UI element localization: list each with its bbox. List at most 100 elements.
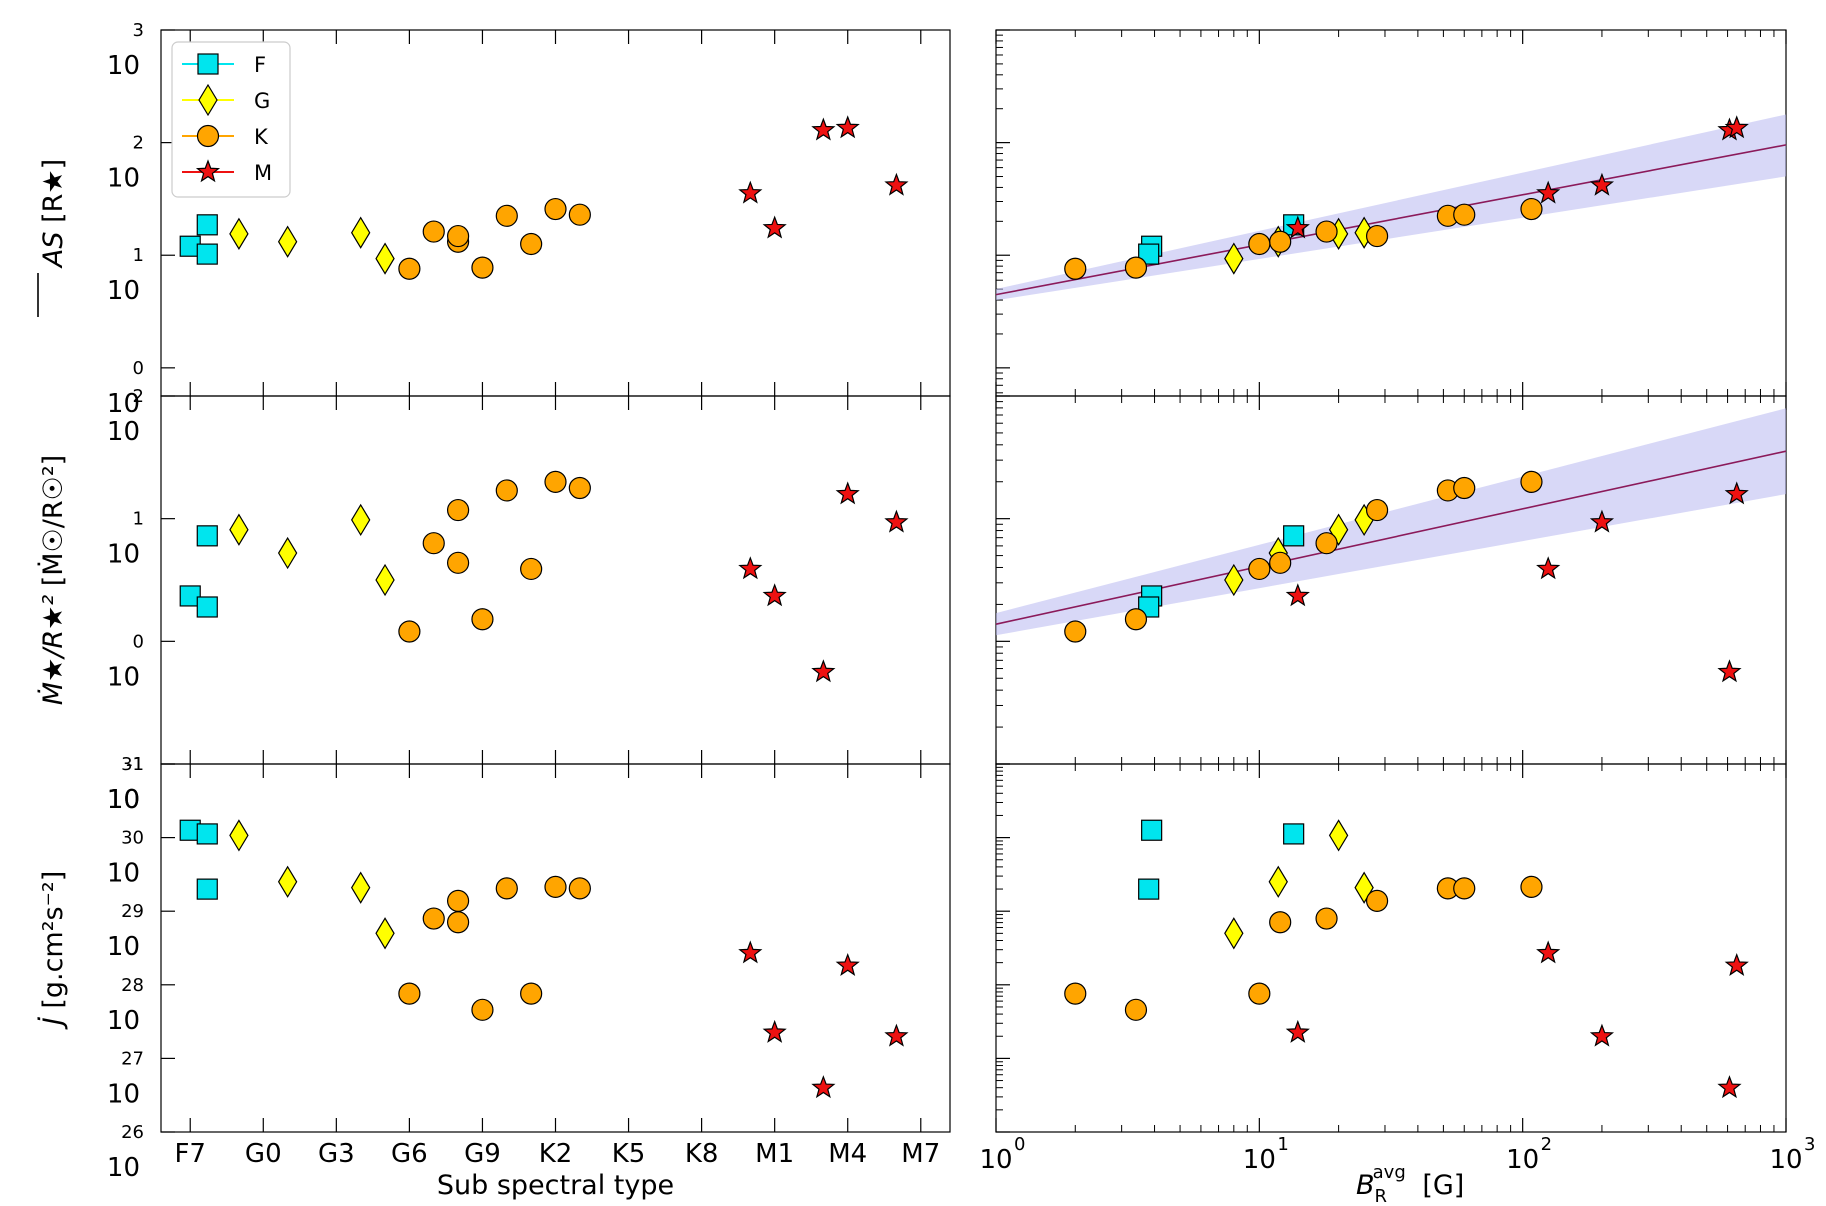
point-right-Mdot-M [1589,509,1615,533]
point-left-Mdot-K [446,498,470,522]
point-left-Jdot-K [544,875,567,899]
y-tick-label: 101 [107,245,144,306]
legend-label: F [254,53,266,77]
x-tick-label: K5 [612,1139,646,1169]
y-tick-label: 103 [107,20,144,81]
legend-marker-K [196,124,220,148]
x-axis-labels: F7 G0 G3 G6 G9 K2 K5 K8 M1 M4 M7 Sub spectral type 1… [174,1134,1815,1206]
legend-marker-F [197,53,219,75]
y-tick-exponent: 2 [133,133,144,154]
x-axis-title-right: BRavg [G] [1356,1162,1464,1206]
x-tick-label: G0 [245,1139,282,1169]
point-right-Jdot-G [1268,865,1288,898]
legend-entry-G: G [182,83,270,117]
point-left-AS-M [762,215,787,239]
point-right-Mdot-M [1717,659,1742,683]
y-tick-base: 10 [107,1153,140,1183]
x-tick-base: 10 [1243,1145,1276,1175]
y-tick-exponent: 29 [121,901,144,922]
y-tick-base: 10 [107,785,140,815]
point-left-AS-K [568,203,591,226]
y-tick-exponent: 31 [121,754,144,775]
axes-frame [995,763,1787,1133]
point-left-AS-K [544,197,567,221]
point-left-AS-F [196,214,218,236]
x-tick-base: 10 [979,1145,1012,1175]
point-left-Jdot-K [471,998,494,1021]
point-right-Jdot-M [1589,1023,1615,1047]
point-left-Jdot-G [229,819,249,852]
point-left-Mdot-K [495,479,518,502]
point-left-Mdot-K [520,557,543,581]
legend-box [171,41,291,198]
point-right-Mdot-M [1285,583,1310,607]
x-axis-title-unit: [G] [1414,1170,1465,1201]
point-left-AS-M [738,180,763,204]
point-right-Mdot-G [1328,513,1349,546]
y-axis-title-unit: [Ṁ☉/R☉²] [37,455,69,595]
y-tick-base: 10 [107,276,140,306]
point-left-Mdot-M [811,659,836,683]
x-axis-title-left: Sub spectral type [437,1170,674,1201]
point-right-Jdot-M [1285,1019,1310,1043]
point-left-Jdot-G [375,917,395,950]
point-left-Mdot-M [762,583,787,607]
x-tick-label: M4 [828,1139,867,1169]
point-right-Mdot-G [1224,563,1244,597]
x-tick-exponent: 2 [1541,1134,1552,1155]
y-tick-exponent: 0 [133,358,144,379]
axes-frame [160,395,951,765]
point-left-Mdot-G [277,536,298,570]
point-right-AS-M [1724,115,1749,139]
point-right-Mdot-K [1520,470,1543,493]
point-left-Mdot-F [196,525,218,547]
x-tick-base: 10 [1506,1145,1539,1175]
point-right-Mdot-K [1453,476,1476,500]
point-left-Jdot-F [196,878,218,900]
legend-marker-G [198,83,218,117]
point-right-Mdot-K [1365,498,1389,522]
point-left-Mdot-G [350,503,371,537]
point-right-Mdot-K [1124,608,1148,631]
x-tick-label: M7 [901,1139,940,1169]
point-left-AS-M [811,117,836,141]
point-right-Jdot-K [1453,877,1476,900]
x-tick-label: G3 [318,1139,355,1169]
x-tick-exponent: 1 [1277,1134,1288,1155]
legend-label: M [254,161,272,185]
y-tick-label: 10-1 [107,754,144,815]
y-axis-title: J̇ [g.cm²s⁻²] [37,871,69,1030]
y-axis-title-AS: AS [R★] [37,159,69,317]
point-right-Jdot-M [1717,1075,1742,1099]
y-tick-exponent: 27 [121,1048,144,1069]
fit-confidence-band [996,114,1786,301]
point-right-AS-K [1520,197,1543,221]
y-tick-base: 10 [107,932,140,962]
point-left-Jdot-K [446,911,470,934]
point-right-AS-K [1248,232,1271,256]
y-tick-exponent: 0 [133,631,144,652]
point-left-AS-M [884,172,909,196]
y-tick-base: 10 [107,540,140,570]
x-axis-title-base: B [1356,1170,1375,1201]
y-axis-title-unit: [R★] [38,159,69,232]
y-axis-title: AS [R★] [38,159,69,269]
point-right-AS-K [1269,230,1292,253]
y-tick-base: 10 [107,1006,140,1036]
y-tick-exponent: -1 [126,754,144,775]
x-tick-exponent: 3 [1804,1134,1815,1155]
legend-entry-M: M [182,159,272,185]
point-right-Mdot-K [1248,557,1271,581]
point-left-AS-K [495,204,518,227]
point-left-AS-K [398,257,421,280]
point-left-Jdot-K [422,907,445,930]
y-tick-base: 10 [107,51,140,81]
x-tick-base: 10 [1769,1145,1802,1175]
point-left-Mdot-M [738,556,763,580]
